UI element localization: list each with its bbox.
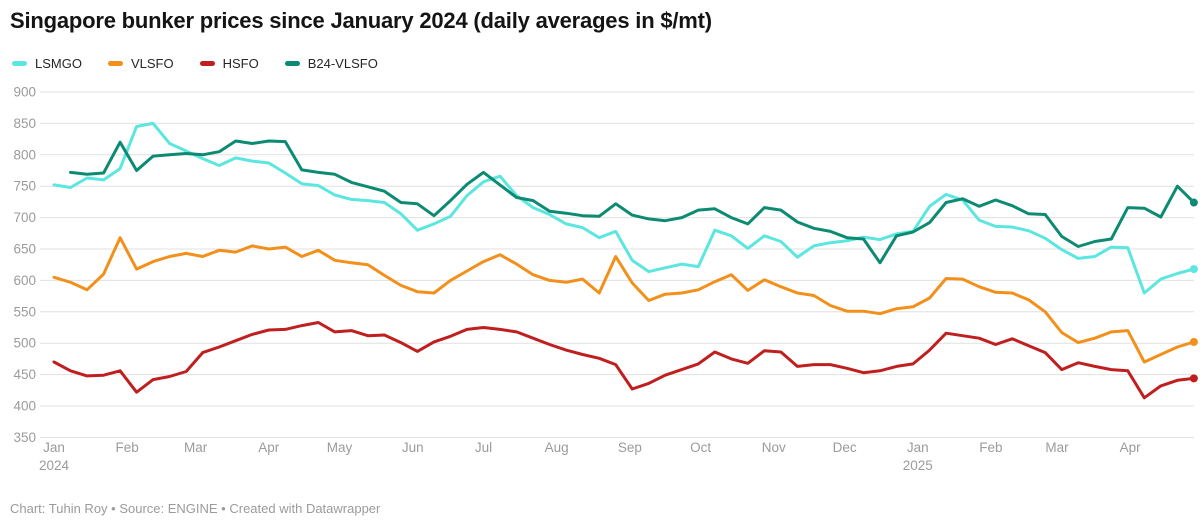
x-tick-label-jan: Jan [907, 440, 929, 455]
y-tick-label-600: 600 [13, 273, 36, 288]
x-tick-label-nov: Nov [762, 440, 786, 455]
x-tick-year-2025: 2025 [903, 458, 933, 473]
x-tick-year-2024: 2024 [39, 458, 70, 473]
chart-legend: LSMGO VLSFO HSFO B24-VLSFO [12, 56, 378, 71]
x-tick-label-feb: Feb [979, 440, 1002, 455]
series-line-b24-vlsfo [69, 139, 1196, 265]
series-line-hsfo [52, 321, 1196, 400]
x-tick-label-sep: Sep [618, 440, 642, 455]
x-tick-label-apr: Apr [1120, 440, 1142, 455]
series-end-dot-vlsfo [1189, 337, 1198, 346]
series-lines [52, 121, 1198, 400]
y-tick-label-350: 350 [13, 430, 36, 445]
x-axis-labels: Jan 2024 Feb Mar Apr May Jun Jul Aug Sep Oct Nov Dec… [39, 440, 1141, 473]
x-tick-label-dec: Dec [833, 440, 857, 455]
legend-swatch-icon [12, 61, 27, 66]
y-tick-label-500: 500 [13, 336, 36, 351]
chart-attribution: Chart: Tuhin Roy • Source: ENGINE • Crea… [10, 501, 381, 516]
y-tick-label-550: 550 [13, 304, 36, 319]
y-tick-label-450: 450 [13, 367, 36, 382]
series-line-vlsfo [52, 236, 1196, 364]
x-tick-label-jun: Jun [402, 440, 424, 455]
price-line-chart: 900 850 800 750 700 650 600 550 500 450 400 350 Jan 2… [13, 85, 1198, 473]
chart-title: Singapore bunker prices since January 20… [10, 8, 712, 33]
x-tick-label-oct: Oct [690, 440, 711, 455]
y-tick-label-700: 700 [13, 210, 36, 225]
series-end-dot-lsmgo [1189, 265, 1198, 274]
x-tick-label-may: May [327, 440, 353, 455]
y-tick-label-650: 650 [13, 242, 36, 257]
series-end-dot-hsfo [1189, 374, 1198, 383]
x-tick-label-apr: Apr [258, 440, 280, 455]
y-axis-labels: 900 850 800 750 700 650 600 550 500 450 400 350 [13, 85, 36, 445]
x-tick-label-jul: Jul [475, 440, 492, 455]
legend-swatch-icon [284, 61, 300, 66]
legend-swatch-icon [107, 61, 123, 66]
chart-area: 900 850 800 750 700 650 600 550 500 450 400 350 Jan 2… [0, 78, 1200, 480]
legend-item-vlsfo: VLSFO [107, 56, 174, 71]
series-line-lsmgo [52, 121, 1196, 295]
legend-item-b24-vlsfo: B24-VLSFO [284, 56, 378, 71]
y-gridlines [40, 91, 1194, 438]
x-tick-label-mar: Mar [1045, 440, 1069, 455]
legend-item-hsfo: HSFO [199, 56, 259, 71]
y-tick-label-850: 850 [13, 116, 36, 131]
legend-label: B24-VLSFO [307, 56, 378, 71]
y-tick-label-400: 400 [13, 399, 36, 414]
x-tick-label-jan: Jan [43, 440, 65, 455]
y-tick-label-800: 800 [13, 147, 36, 162]
legend-label: HSFO [222, 56, 259, 71]
legend-item-lsmgo: LSMGO [12, 56, 82, 71]
y-tick-label-900: 900 [13, 85, 36, 100]
y-tick-label-750: 750 [13, 179, 36, 194]
legend-label: LSMGO [35, 56, 82, 71]
x-tick-label-mar: Mar [184, 440, 208, 455]
series-end-dot-b24-vlsfo [1189, 198, 1198, 207]
legend-swatch-icon [199, 61, 215, 66]
x-tick-label-feb: Feb [116, 440, 139, 455]
legend-label: VLSFO [130, 56, 174, 71]
x-tick-label-aug: Aug [545, 440, 569, 455]
